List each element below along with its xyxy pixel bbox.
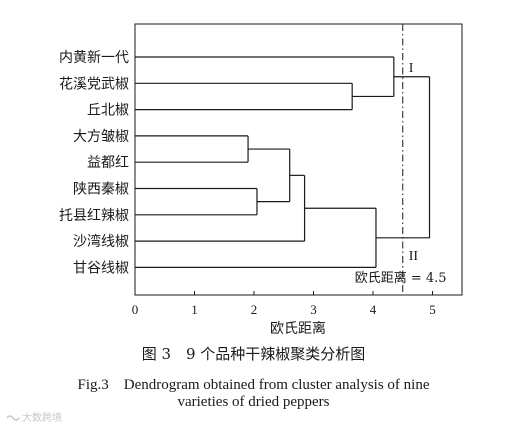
leaf-label: 甘谷线椒: [73, 260, 129, 276]
figure-caption-en-line2: varieties of dried peppers: [177, 394, 330, 410]
leaf-label: 内黄新一代: [59, 49, 129, 66]
tree-links: [135, 56, 431, 268]
leaf-label: 陕西秦椒: [73, 182, 129, 198]
cluster-label-II: II: [409, 249, 419, 264]
figure-caption-cn: 图 3 9 个品种干辣椒聚类分析图: [141, 345, 366, 363]
leaf-label: 大方皱椒: [73, 129, 129, 145]
leaf-label: 托县红辣椒: [59, 208, 129, 224]
leaf-label: 花溪党武椒: [59, 76, 129, 92]
figure-caption-en-line1: Fig.3 Dendrogram obtained from cluster a…: [77, 377, 430, 393]
leaf-label: 丘北椒: [87, 103, 129, 119]
leaf-label: 沙湾线椒: [73, 233, 129, 250]
x-tick-label: 2: [251, 302, 258, 317]
x-tick-label: 3: [310, 302, 317, 317]
x-tick-label: 1: [191, 302, 198, 317]
x-tick-label: 0: [132, 302, 139, 317]
watermark: 大数跨境: [6, 409, 62, 424]
leaf-label: 益都红: [87, 155, 129, 171]
cluster-label-I: I: [409, 61, 414, 76]
watermark-text: 大数跨境: [22, 413, 62, 424]
x-tick-label: 5: [429, 302, 436, 317]
plot-frame: [134, 23, 463, 296]
x-tick-label: 4: [370, 302, 377, 317]
watermark-logo-icon: [6, 415, 20, 421]
x-axis-label: 欧氏距离: [270, 320, 326, 337]
x-axis-ticks: 0 1 2 3 4 5: [132, 291, 436, 317]
cut-line-label: 欧氏距离 = 4.5: [355, 270, 447, 286]
